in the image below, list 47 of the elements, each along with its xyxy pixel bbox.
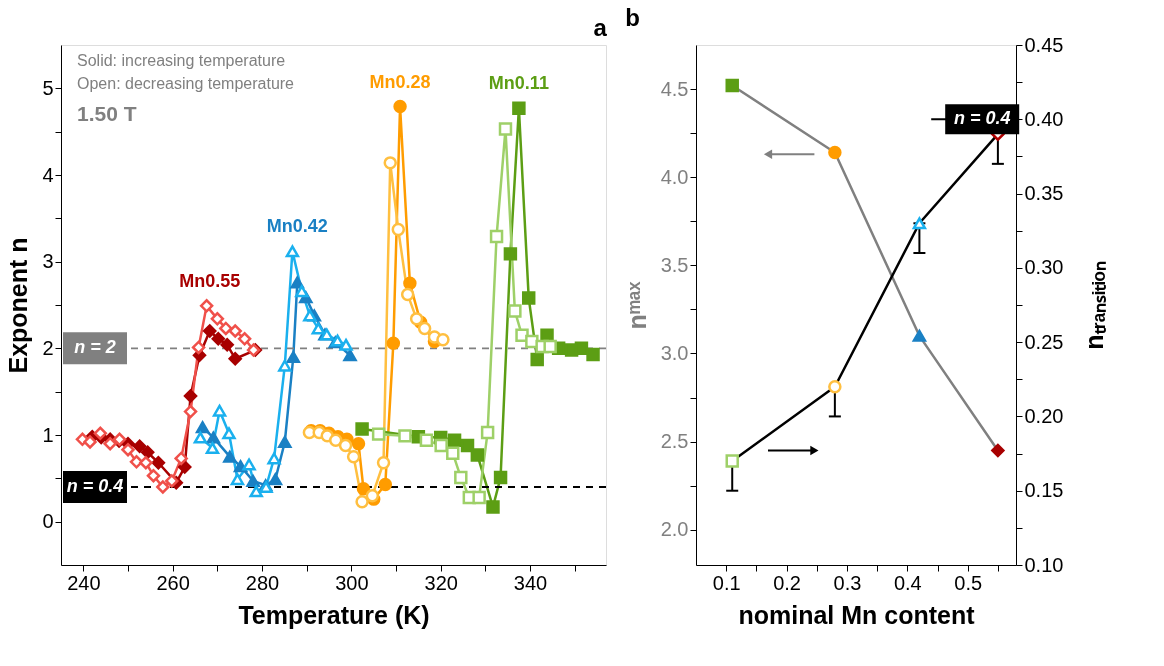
x-tick-label: 260 [156, 571, 190, 594]
y-tick-label: 1 [42, 423, 54, 446]
y-tick-label: 3.0 [660, 341, 689, 364]
ref-line-label: n = 0.4 [66, 476, 124, 496]
annotation: Solid: increasing temperature [77, 52, 286, 69]
y2-tick-label: 0.15 [1024, 479, 1064, 502]
x-tick-label: 0.1 [712, 571, 741, 594]
x-tick-label: 340 [513, 571, 548, 594]
x-axis-title: Temperature (K) [238, 600, 430, 629]
text: Mn0.55 [179, 270, 241, 291]
y-tick-label: 3 [42, 250, 54, 273]
x-tick-label: 240 [67, 571, 101, 594]
y2-tick-label: 0.10 [1024, 553, 1064, 576]
series-label: Mn0.11 [488, 73, 549, 94]
x-tick-label: 320 [424, 571, 458, 594]
y-tick-label: 3.5 [660, 253, 689, 276]
x-axis-title: nominal Mn content [738, 600, 976, 629]
x-tick-label: 300 [335, 571, 369, 594]
y-tick-label: 2.0 [660, 518, 689, 541]
y-tick-label: 4.5 [660, 77, 689, 100]
y-tick-label: 2 [42, 336, 54, 359]
annotation: Open: decreasing temperature [77, 75, 295, 92]
series-label: Mn0.28 [369, 71, 431, 92]
x-tick-label: 0.5 [954, 571, 983, 594]
x-tick-label: 0.4 [893, 571, 922, 594]
y-axis-title: nᵐᵃˣ [622, 280, 651, 330]
y2-tick-label: 0.20 [1024, 404, 1064, 427]
chart-title: b [625, 4, 640, 31]
y2-axis-title: nₜᵣₐₙₛᵢₜᵢₒₙ [1079, 261, 1108, 350]
y2-tick-label: 0.40 [1024, 107, 1064, 130]
y-tick-label: 4 [42, 163, 54, 186]
y2-tick-label: 0.35 [1024, 182, 1064, 205]
chart-title: a [593, 14, 608, 41]
y-tick-label: 2.5 [660, 430, 689, 453]
y-tick-label: 4.0 [660, 165, 689, 188]
x-tick-label: 0.2 [773, 571, 801, 594]
y-tick-label: 5 [42, 76, 54, 99]
y2-tick-label: 0.45 [1024, 33, 1064, 56]
y2-tick-label: 0.30 [1024, 256, 1064, 279]
text: Mn0.42 [266, 216, 328, 237]
y2-tick-label: 0.25 [1024, 330, 1064, 353]
x-tick-label: 280 [245, 571, 280, 594]
ref-line-label: n = 2 [74, 337, 116, 358]
y-axis-title: Exponent n [4, 237, 33, 374]
x-tick-label: 0.3 [833, 571, 862, 594]
annotation: 1.50 T [77, 102, 137, 125]
y-tick-label: 0 [42, 510, 54, 533]
